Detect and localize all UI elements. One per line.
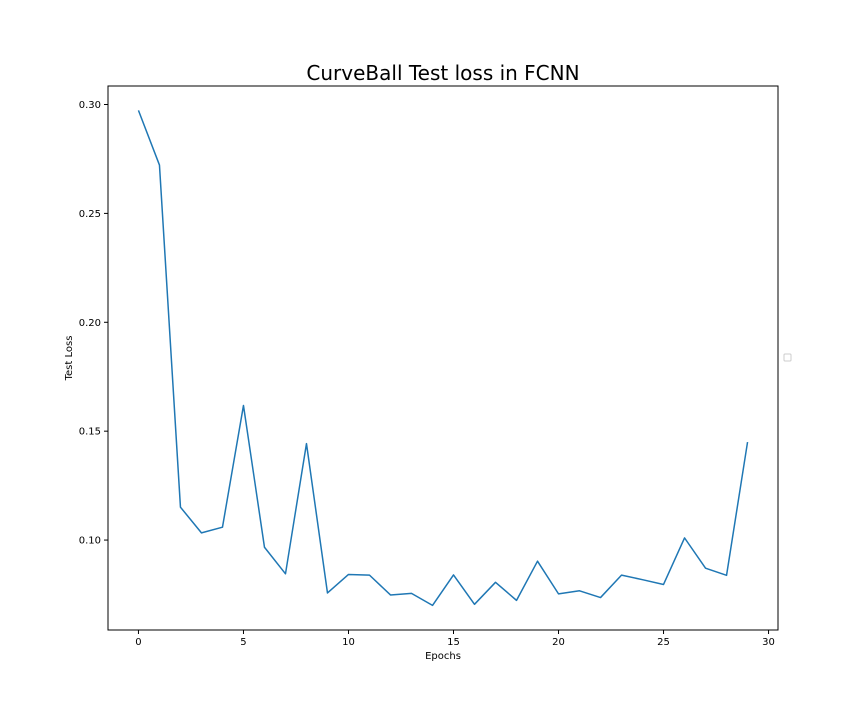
y-axis-label: Test Loss: [64, 336, 75, 382]
plot-area: [137, 110, 749, 607]
y-axis: 0.10 0.15 0.20 0.25 0.30: [79, 100, 108, 547]
y-tick-label: 0.30: [79, 100, 101, 111]
x-tick-label: 5: [240, 637, 246, 648]
y-tick-label: 0.25: [79, 209, 101, 220]
plot-frame: [107, 85, 779, 631]
x-tick-label: 15: [447, 637, 460, 648]
legend-box: [783, 353, 792, 362]
x-axis: 0 5 10 15 20 25 30: [135, 630, 775, 648]
x-tick-label: 25: [657, 637, 670, 648]
x-axis-label: Epochs: [425, 651, 461, 662]
series-line-0: [137, 110, 749, 607]
y-tick-label: 0.10: [79, 536, 101, 547]
x-tick-label: 20: [552, 637, 565, 648]
x-tick-label: 0: [135, 637, 141, 648]
x-tick-label: 10: [342, 637, 355, 648]
y-tick-label: 0.15: [79, 427, 101, 438]
y-tick-label: 0.20: [79, 318, 101, 329]
chart-title: CurveBall Test loss in FCNN: [306, 61, 579, 85]
x-tick-label: 30: [762, 637, 775, 648]
